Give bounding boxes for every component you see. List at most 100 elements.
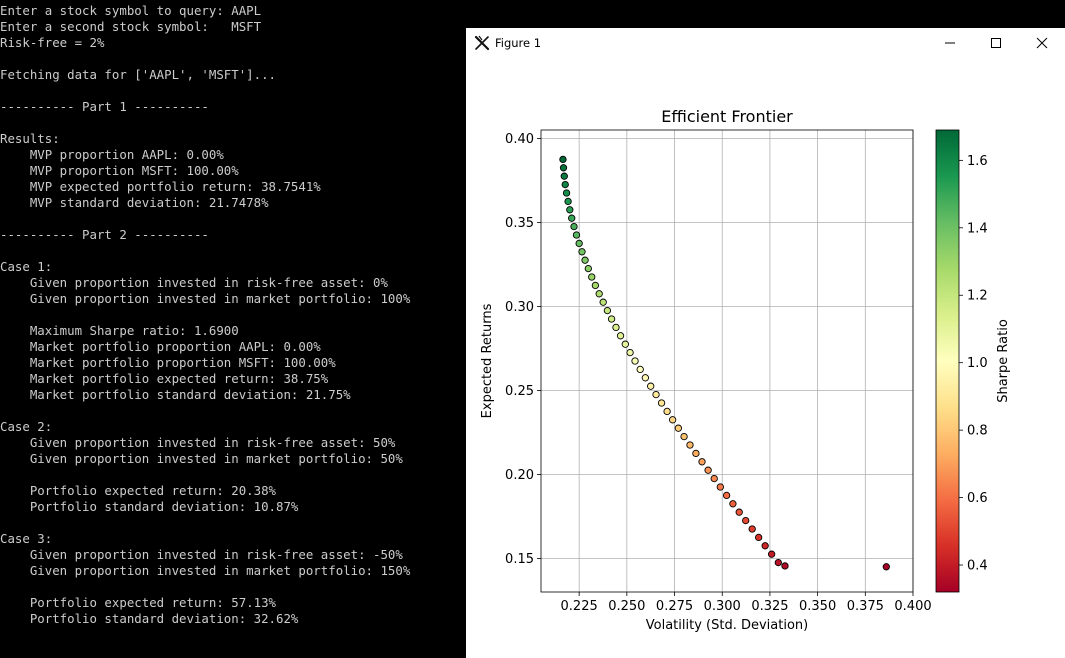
console-line: MVP expected portfolio return: 38.7541% bbox=[0, 179, 321, 194]
frontier-point bbox=[560, 172, 568, 180]
axes-frame bbox=[540, 129, 914, 593]
console-line: Enter a second stock symbol: MSFT bbox=[0, 19, 262, 34]
console-line: Market portfolio standard deviation: 21.… bbox=[0, 387, 351, 402]
frontier-point bbox=[710, 474, 718, 483]
frontier-point bbox=[668, 416, 677, 424]
console-line: Enter a stock symbol to query: AAPL bbox=[0, 3, 262, 18]
colorbar-label: Sharpe Ratio bbox=[996, 319, 1011, 403]
frontier-point bbox=[767, 550, 776, 558]
frontier-point bbox=[603, 306, 612, 315]
console-line: ---------- Part 2 ---------- bbox=[0, 227, 209, 242]
frontier-point bbox=[599, 298, 607, 306]
frontier-point bbox=[621, 340, 629, 348]
console-line: Portfolio expected return: 57.13% bbox=[0, 595, 277, 610]
frontier-point bbox=[748, 525, 756, 533]
console-line: ---------- Part 1 ---------- bbox=[0, 99, 209, 114]
frontier-point bbox=[735, 508, 743, 516]
x-tick-label: 0.375 bbox=[847, 599, 884, 614]
window-title: Figure 1 bbox=[495, 36, 542, 50]
x-tick-label: 0.275 bbox=[656, 599, 693, 614]
console-line: Results: bbox=[0, 131, 60, 146]
console-line: Case 1: bbox=[0, 259, 53, 274]
x-axis-label: Volatility (Std. Deviation) bbox=[646, 618, 808, 633]
frontier-point bbox=[572, 231, 581, 239]
frontier-point bbox=[698, 458, 706, 466]
console-line: Market portfolio proportion AAPL: 0.00% bbox=[0, 339, 321, 354]
colorbar-tick-label: 1.4 bbox=[967, 221, 988, 236]
colorbar-tick-label: 0.4 bbox=[967, 559, 988, 574]
plot-area bbox=[541, 130, 913, 592]
close-button[interactable] bbox=[1019, 28, 1065, 58]
x-tick-label: 0.225 bbox=[561, 599, 598, 614]
frontier-point bbox=[612, 323, 620, 332]
frontier-point bbox=[626, 348, 634, 357]
frontier-point bbox=[761, 542, 769, 550]
console-line: Portfolio standard deviation: 10.87% bbox=[0, 499, 299, 514]
y-tick-label: 0.35 bbox=[505, 216, 534, 231]
y-tick-label: 0.30 bbox=[505, 300, 534, 315]
console-line: Given proportion invested in risk-free a… bbox=[0, 547, 403, 562]
frontier-point bbox=[774, 558, 782, 567]
console-line: Portfolio expected return: 20.38% bbox=[0, 483, 277, 498]
console-line: Given proportion invested in risk-free a… bbox=[0, 435, 396, 450]
frontier-point bbox=[755, 533, 763, 542]
minimize-button[interactable] bbox=[927, 28, 973, 58]
frontier-point bbox=[616, 332, 625, 340]
frontier-point bbox=[559, 164, 568, 172]
matplotlib-x-icon bbox=[474, 35, 490, 51]
colorbar-tick-label: 0.8 bbox=[967, 424, 988, 439]
frontier-point bbox=[680, 432, 688, 441]
frontier-point bbox=[570, 222, 578, 231]
console-line: MVP standard deviation: 21.7478% bbox=[0, 195, 269, 210]
frontier-point bbox=[742, 516, 750, 525]
console-line: Given proportion invested in risk-free a… bbox=[0, 275, 388, 290]
console-line: Fetching data for ['AAPL', 'MSFT']... bbox=[0, 67, 277, 82]
x-tick-label: 0.350 bbox=[799, 599, 836, 614]
frontier-point bbox=[588, 273, 596, 281]
frontier-point bbox=[584, 264, 592, 273]
close-icon bbox=[1036, 37, 1048, 49]
frontier-point bbox=[674, 424, 683, 432]
colorbar-tick-label: 0.6 bbox=[967, 491, 988, 506]
frontier-point bbox=[641, 374, 650, 382]
frontier-point bbox=[663, 407, 671, 416]
console-line: Given proportion invested in market port… bbox=[0, 291, 411, 306]
console-line: Portfolio standard deviation: 32.62% bbox=[0, 611, 299, 626]
frontier-point bbox=[882, 563, 890, 571]
y-tick-label: 0.15 bbox=[505, 552, 534, 567]
y-tick-label: 0.20 bbox=[505, 468, 534, 483]
frontier-point bbox=[657, 399, 666, 407]
console-line: Given proportion invested in market port… bbox=[0, 451, 403, 466]
frontier-point bbox=[716, 483, 724, 491]
title-bar[interactable]: Figure 1 bbox=[466, 28, 1065, 58]
frontier-point bbox=[564, 197, 572, 206]
frontier-point bbox=[607, 315, 616, 323]
frontier-point bbox=[581, 256, 589, 264]
console-line: Market portfolio proportion MSFT: 100.00… bbox=[0, 355, 336, 370]
efficient-frontier-chart: 0.225 0.250 0.275 0.300 0.325 0.350 0.375 0.400… bbox=[480, 107, 1011, 633]
colorbar-tick-label: 1.2 bbox=[967, 289, 988, 304]
frontier-point bbox=[781, 562, 789, 570]
console-line: MVP proportion MSFT: 100.00% bbox=[0, 163, 239, 178]
frontier-point bbox=[722, 491, 731, 500]
maximize-button[interactable] bbox=[973, 28, 1019, 58]
frontier-point bbox=[575, 239, 583, 248]
figure-window[interactable]: Figure 1 bbox=[466, 28, 1065, 658]
frontier-point bbox=[566, 206, 574, 214]
colorbar-tick-label: 1.0 bbox=[967, 356, 988, 371]
frontier-point bbox=[704, 466, 712, 474]
maximize-icon bbox=[991, 38, 1001, 48]
console-line: Market portfolio expected return: 38.75% bbox=[0, 371, 329, 386]
y-axis-label: Expected Returns bbox=[480, 303, 495, 418]
console-line: Given proportion invested in market port… bbox=[0, 563, 411, 578]
console-line: Case 2: bbox=[0, 419, 53, 434]
frontier-point bbox=[631, 357, 639, 365]
frontier-point bbox=[647, 382, 655, 390]
frontier-point bbox=[562, 189, 571, 197]
chart-title: Efficient Frontier bbox=[661, 107, 793, 126]
colorbar bbox=[935, 129, 960, 593]
x-tick-label: 0.325 bbox=[751, 599, 788, 614]
y-tick-label: 0.25 bbox=[505, 384, 534, 399]
frontier-point bbox=[652, 390, 660, 399]
console-line: Case 3: bbox=[0, 531, 53, 546]
